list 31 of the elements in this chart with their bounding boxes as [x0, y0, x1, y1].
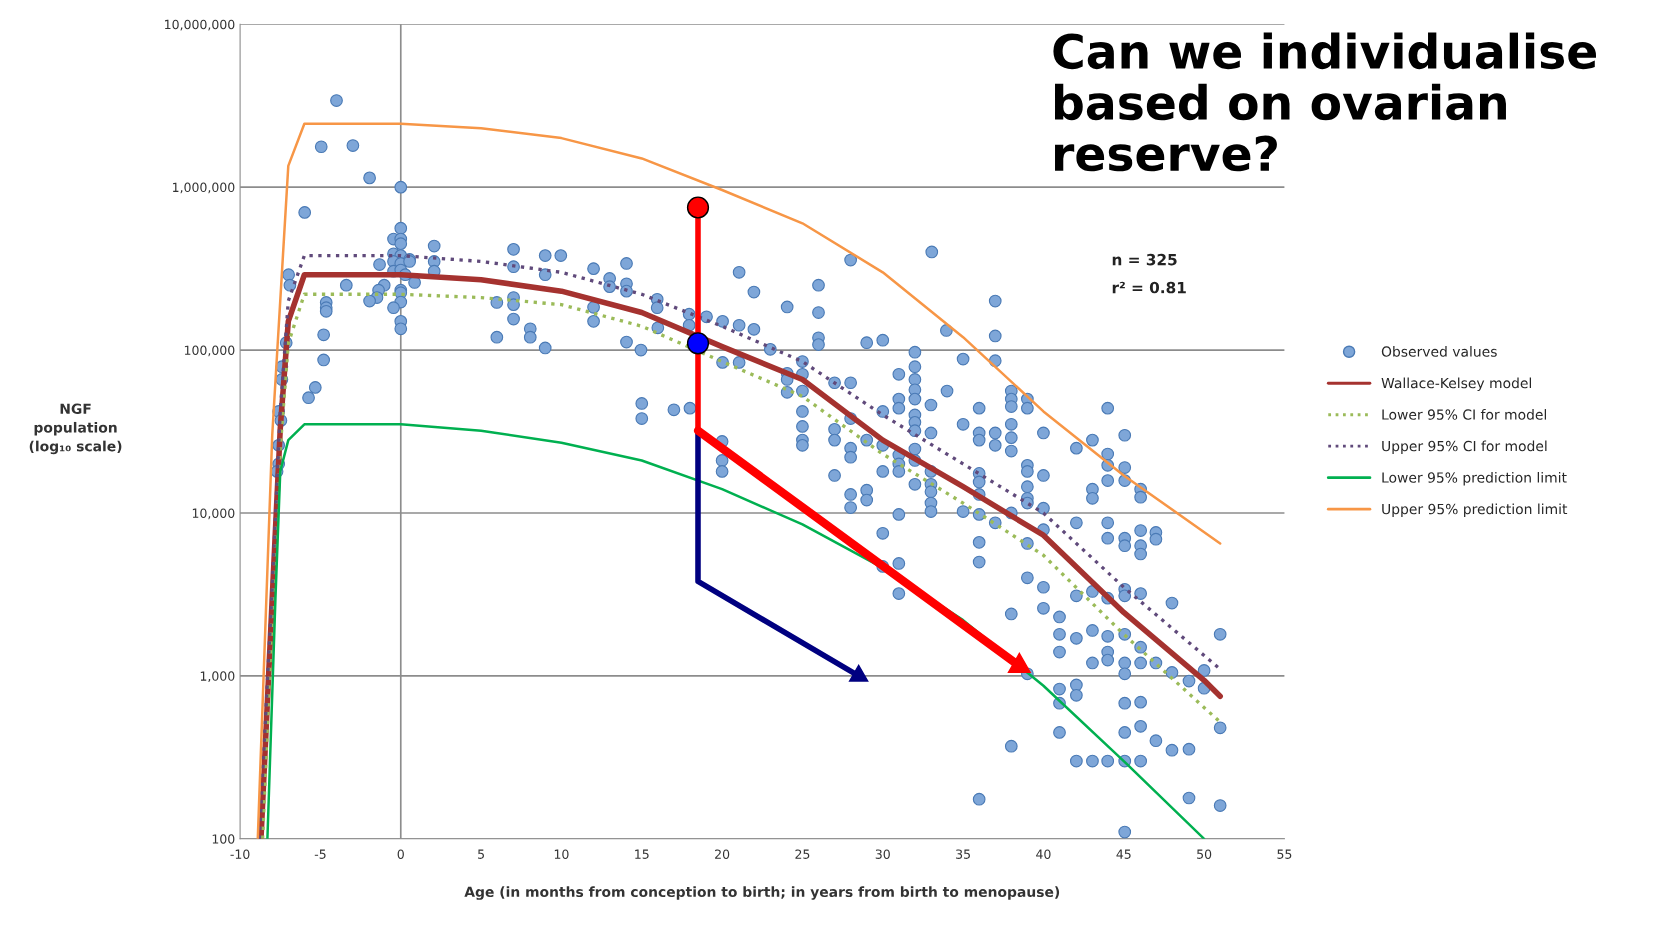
- x-tick-label: 15: [635, 849, 649, 859]
- x-tick-label: -10: [230, 849, 250, 859]
- x-tick-label: 40: [1036, 849, 1051, 859]
- x-tick-label: 50: [1197, 849, 1212, 859]
- y-tick-label: 1,000,000: [172, 182, 235, 194]
- y-axis-title: NGF population (log₁₀ scale): [29, 403, 122, 455]
- y-tick-label: 1,000: [200, 671, 235, 683]
- y-tick-label: 100,000: [184, 345, 235, 357]
- x-tick-label: 0: [397, 849, 404, 859]
- text: Can we individualise based on ovarian reserve?: [1053, 32, 1596, 172]
- legend-label: Lower 95% CI for model: [1382, 409, 1547, 420]
- x-tick-label: 10: [554, 849, 569, 859]
- x-tick-label: 5: [478, 849, 484, 859]
- x-tick-label: 30: [875, 849, 890, 859]
- legend-label: Lower 95% prediction limit: [1382, 472, 1567, 486]
- x-tick-label: -5: [314, 849, 326, 859]
- x-tick-label: 25: [795, 849, 810, 859]
- legend-label: Wallace-Kelsey model: [1381, 377, 1531, 391]
- x-tick-label: 45: [1116, 849, 1131, 859]
- legend-label: Observed values: [1381, 346, 1497, 357]
- annotation: r² = 0.81: [1112, 281, 1186, 294]
- annotation: n = 325: [1112, 253, 1177, 266]
- y-tick-label: 10,000: [192, 508, 235, 520]
- y-tick-label: 10,000,000: [165, 19, 235, 31]
- y-tick-label: 100: [212, 834, 235, 844]
- legend-label: Upper 95% CI for model: [1382, 440, 1547, 454]
- x-tick-label: 20: [715, 849, 730, 859]
- x-tick-label: 55: [1277, 849, 1292, 859]
- legend-label: Upper 95% prediction limit: [1382, 503, 1568, 517]
- x-tick-label: 35: [956, 849, 970, 859]
- x-axis-title: Age (in months from conception to birth; in years from birth to menopause): [464, 886, 1060, 900]
